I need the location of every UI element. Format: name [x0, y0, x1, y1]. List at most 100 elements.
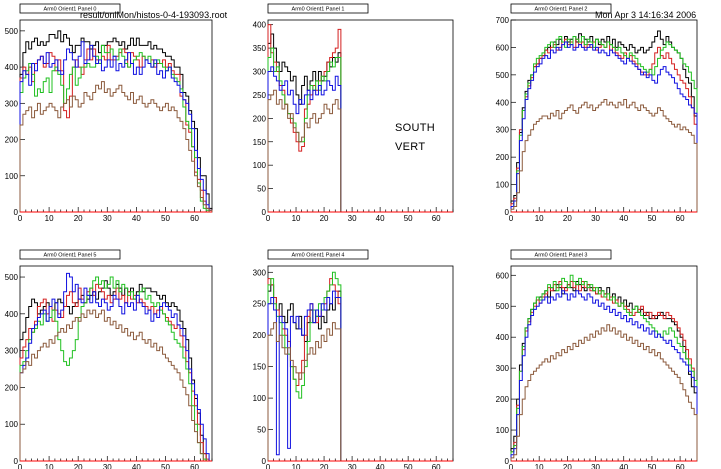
- y-tick-label: 600: [496, 271, 510, 280]
- x-tick-label: 20: [320, 214, 329, 223]
- histogram-series-green: [510, 274, 698, 461]
- histogram-panel-3: Arm0 Orient1 Panel 5 0 100 200 300 400 500 0 10 2…: [5, 249, 213, 469]
- y-tick-label: 400: [253, 21, 267, 30]
- x-tick-label: 10: [292, 463, 301, 469]
- histogram-panel-1: Arm0 Orient1 Panel 105010015020025030035…: [253, 3, 454, 223]
- y-tick-label: 500: [5, 27, 19, 36]
- y-tick-label: 50: [257, 185, 266, 194]
- x-tick-label: 60: [190, 214, 199, 223]
- histogram-series-brown: [19, 81, 213, 212]
- y-tick-label: 50: [257, 426, 266, 435]
- y-tick-label: 400: [496, 333, 510, 342]
- y-tick-label: 100: [496, 181, 510, 190]
- histogram-series-green: [510, 35, 698, 212]
- histogram-series-green: [19, 276, 212, 462]
- y-tick-label: 0: [262, 208, 267, 217]
- panel-title: Arm0 Orient1 Panel 3: [535, 253, 588, 259]
- y-tick-label: 300: [5, 99, 19, 108]
- y-tick-label: 250: [253, 300, 267, 309]
- x-tick-label: 30: [591, 463, 600, 469]
- panel-title: Arm0 Orient1 Panel 0: [44, 7, 97, 13]
- x-tick-label: 60: [432, 214, 441, 223]
- panel-title-box: [19, 3, 121, 14]
- x-tick-label: 10: [535, 214, 544, 223]
- annotation-vert: VERT: [395, 141, 426, 153]
- x-tick-label: 40: [376, 214, 385, 223]
- x-tick-label: 10: [45, 214, 54, 223]
- y-tick-label: 300: [496, 364, 510, 373]
- x-tick-label: 40: [376, 463, 385, 469]
- x-tick-label: 60: [676, 463, 685, 469]
- y-tick-label: 250: [253, 91, 267, 100]
- y-tick-label: 200: [496, 395, 510, 404]
- plot-frame: [267, 265, 454, 462]
- histogram-series-blue: [267, 290, 344, 462]
- x-tick-label: 30: [103, 463, 112, 469]
- y-tick-label: 500: [496, 302, 510, 311]
- y-tick-label: 100: [496, 426, 510, 435]
- x-tick-label: 10: [535, 463, 544, 469]
- histogram-series-blue: [510, 41, 698, 212]
- source-filename: result/onlMon/histos-0-4-193093.root: [80, 10, 228, 20]
- x-tick-label: 30: [348, 214, 357, 223]
- y-tick-label: 300: [496, 126, 510, 135]
- plot-frame: [19, 19, 213, 213]
- y-tick-label: 300: [253, 68, 267, 77]
- x-tick-label: 0: [266, 463, 271, 469]
- panel-title: Arm0 Orient1 Panel 4: [292, 253, 345, 259]
- histogram-series-brown: [267, 322, 344, 462]
- y-tick-label: 0: [14, 457, 19, 466]
- histogram-panel-2: Arm0 Orient1 Panel 201002003004005006007…: [496, 3, 698, 223]
- y-tick-label: 100: [253, 394, 267, 403]
- panel-title-box: [19, 249, 121, 260]
- annotation-south: SOUTH: [395, 122, 435, 134]
- y-tick-label: 150: [253, 138, 267, 147]
- histogram-panel-4: Arm0 Orient1 Panel 4 0 50 100 150 200 250 300 0 1…: [253, 249, 454, 469]
- y-tick-label: 600: [496, 43, 510, 52]
- x-tick-label: 0: [509, 214, 514, 223]
- y-tick-label: 350: [253, 44, 267, 53]
- histogram-series-black: [19, 30, 213, 212]
- x-tick-label: 10: [292, 214, 301, 223]
- histogram-series-brown: [267, 89, 344, 213]
- histogram-series-blue: [510, 290, 698, 461]
- x-tick-label: 30: [103, 214, 112, 223]
- y-tick-label: 500: [5, 273, 19, 282]
- panel-title-box: [510, 249, 612, 260]
- y-tick-label: 100: [5, 420, 19, 429]
- histogram-series-blue: [19, 41, 213, 212]
- x-tick-label: 20: [74, 214, 83, 223]
- x-tick-label: 50: [647, 214, 656, 223]
- panel-title: Arm0 Orient1 Panel 1: [292, 7, 345, 13]
- histogram-series-green: [267, 47, 344, 213]
- x-tick-label: 0: [266, 214, 271, 223]
- panel-title-box: [267, 3, 369, 14]
- y-tick-label: 0: [14, 208, 19, 217]
- histogram-series-brown: [510, 324, 698, 461]
- y-tick-label: 150: [253, 363, 267, 372]
- x-tick-label: 0: [509, 463, 514, 469]
- x-tick-label: 60: [676, 214, 685, 223]
- panel-title: Arm0 Orient1 Panel 5: [44, 253, 97, 259]
- y-tick-label: 0: [505, 208, 510, 217]
- y-tick-label: 200: [5, 383, 19, 392]
- y-tick-label: 200: [496, 153, 510, 162]
- y-tick-label: 300: [5, 347, 19, 356]
- histogram-series-brown: [510, 99, 698, 212]
- x-tick-label: 20: [563, 463, 572, 469]
- x-tick-label: 60: [190, 463, 199, 469]
- x-tick-label: 50: [161, 463, 170, 469]
- x-tick-label: 0: [18, 214, 23, 223]
- x-tick-label: 10: [45, 463, 54, 469]
- histogram-panel-0: Arm0 Orient1 Panel 0 0 100 200 300 400 500 0 10 2…: [5, 3, 213, 223]
- x-tick-label: 20: [74, 463, 83, 469]
- x-tick-label: 50: [404, 463, 413, 469]
- y-tick-label: 200: [5, 136, 19, 145]
- plot-frame: [267, 19, 454, 213]
- x-tick-label: 40: [619, 214, 628, 223]
- x-tick-label: 30: [591, 214, 600, 223]
- x-tick-label: 0: [18, 463, 23, 469]
- y-tick-label: 400: [5, 63, 19, 72]
- y-tick-label: 300: [253, 268, 267, 277]
